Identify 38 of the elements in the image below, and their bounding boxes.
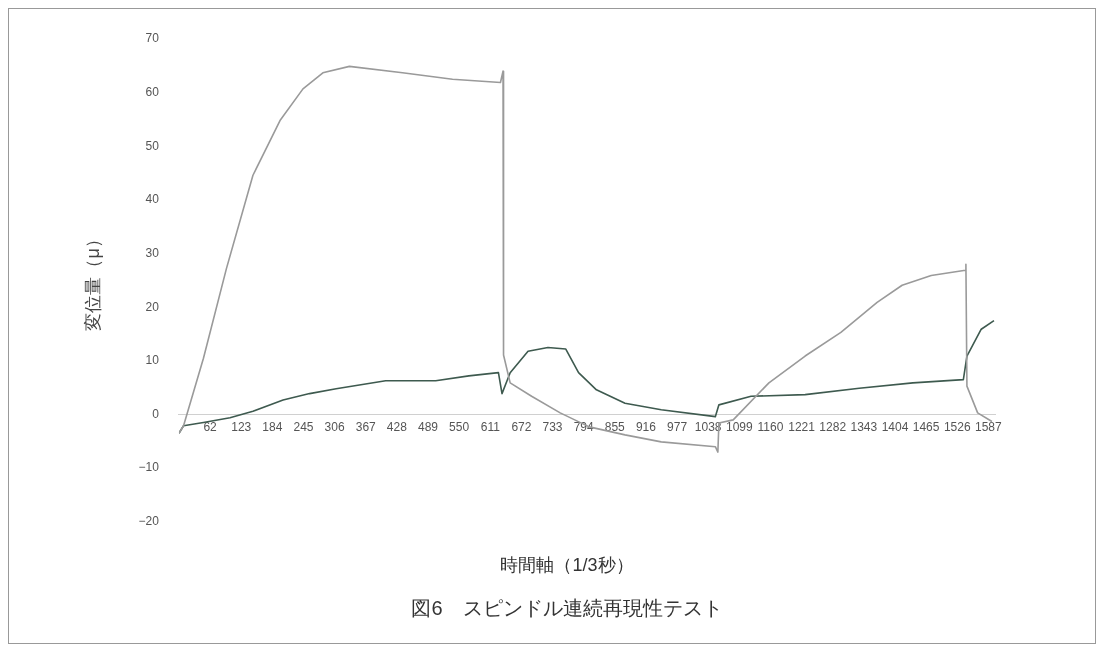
x-tick-label: 245 xyxy=(293,420,314,435)
x-tick-label: 672 xyxy=(511,420,532,435)
x-tick-label: 62 xyxy=(203,420,218,435)
x-tick-label: 367 xyxy=(355,420,377,435)
y-tick-label: 50 xyxy=(145,138,160,153)
x-axis-title: 時間軸（1/3秒） xyxy=(499,554,635,577)
x-tick-label: 977 xyxy=(667,420,688,435)
y-tick-label: 60 xyxy=(145,84,160,99)
y-axis-title: 変位量（μ） xyxy=(82,230,103,331)
x-tick-label: 1282 xyxy=(819,420,847,435)
x-tick-label: 1343 xyxy=(850,420,878,435)
x-tick-label: 306 xyxy=(324,420,345,435)
y-tick-label: 0 xyxy=(152,406,160,421)
x-tick-label: 794 xyxy=(573,420,594,435)
x-tick-label: 1099 xyxy=(725,420,753,435)
x-tick-label: 1587 xyxy=(975,420,1003,435)
x-tick-label: 123 xyxy=(231,420,252,435)
x-tick-label: 1221 xyxy=(788,420,816,435)
x-tick-label: 733 xyxy=(542,420,563,435)
x-tick-label: 1404 xyxy=(881,420,909,435)
x-tick-label: 855 xyxy=(604,420,626,435)
x-tick-label: 916 xyxy=(635,420,657,435)
y-tick-label: 70 xyxy=(145,31,160,46)
y-tick-label: 30 xyxy=(145,245,160,260)
y-tick-label: 10 xyxy=(145,353,160,368)
text: 図6 スピンドル連続再現性テスト xyxy=(410,596,724,621)
y-tick-label: −20 xyxy=(138,514,160,529)
y-tick-label: 40 xyxy=(145,192,160,207)
x-tick-label: 1526 xyxy=(943,420,971,435)
x-tick-label: 489 xyxy=(417,420,439,435)
x-tick-label: 550 xyxy=(449,420,470,435)
x-tick-label: 428 xyxy=(386,420,408,435)
x-tick-label: 1465 xyxy=(912,420,940,435)
y-tick-label: −10 xyxy=(138,460,160,475)
x-tick-label: 1160 xyxy=(757,420,784,435)
y-tick-label: 20 xyxy=(145,299,160,314)
x-tick-label: 184 xyxy=(262,420,283,435)
x-tick-label: 611 xyxy=(480,420,501,435)
